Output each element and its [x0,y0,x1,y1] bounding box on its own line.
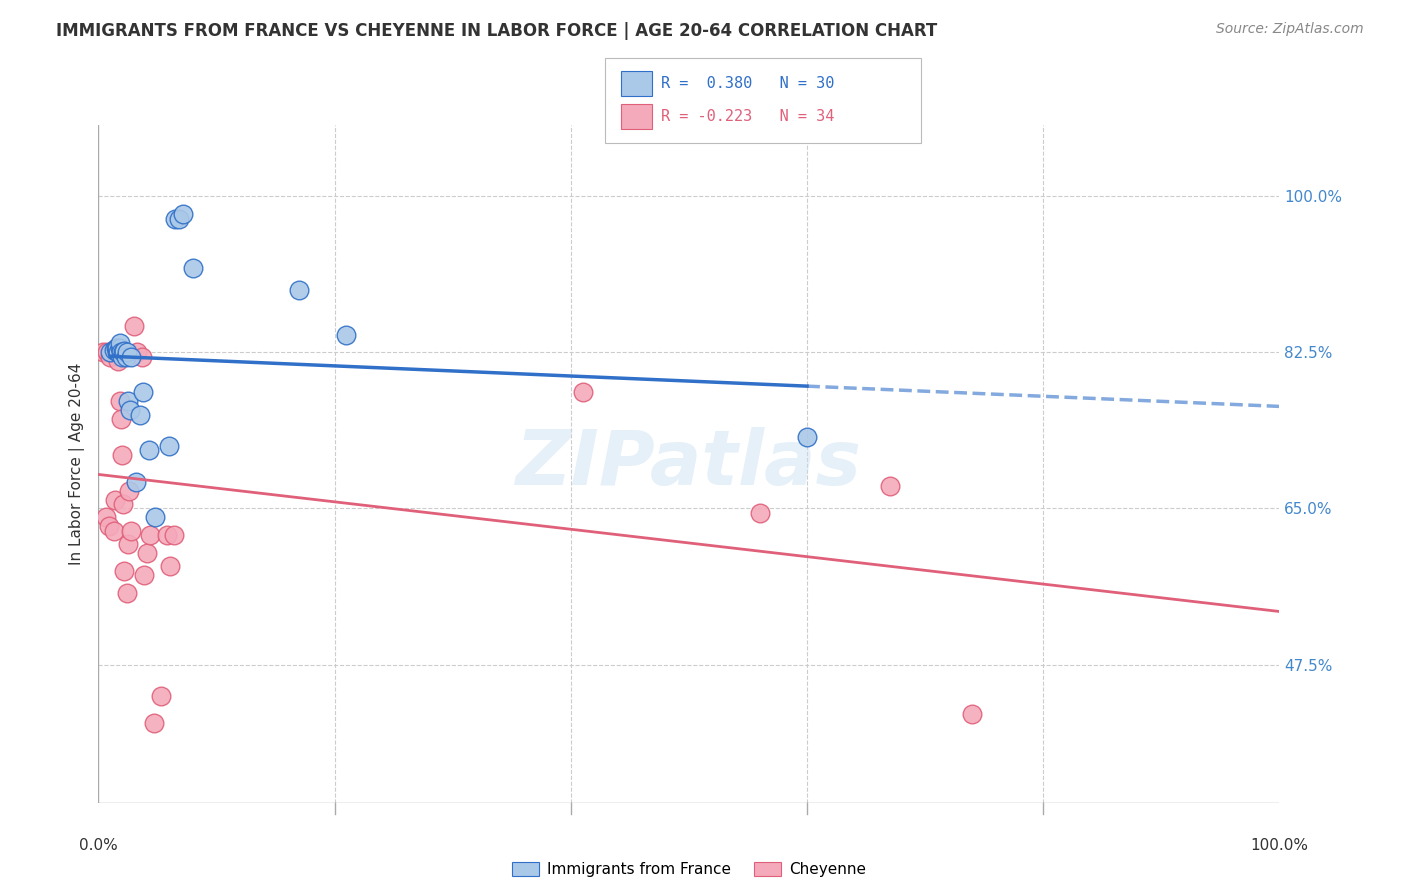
Text: IMMIGRANTS FROM FRANCE VS CHEYENNE IN LABOR FORCE | AGE 20-64 CORRELATION CHART: IMMIGRANTS FROM FRANCE VS CHEYENNE IN LA… [56,22,938,40]
Point [879,479,901,493]
Point [138,443,160,458]
Point [110,345,132,359]
Y-axis label: In Labor Force | Age 20-64: In Labor Force | Age 20-64 [69,363,86,565]
Point [132,385,155,400]
Point [118,483,141,498]
Point [962,706,984,721]
Point [98,350,121,364]
Point [159,559,181,574]
Point [112,497,135,511]
Point [108,336,131,351]
Point [108,394,131,409]
Point [105,345,128,359]
Point [571,385,593,400]
Point [108,341,131,355]
Point [181,260,204,275]
Point [135,546,157,560]
Point [112,345,135,359]
Point [150,689,173,703]
Legend: Immigrants from France, Cheyenne: Immigrants from France, Cheyenne [506,856,872,883]
Point [115,586,138,600]
Point [105,345,128,359]
Point [128,408,150,422]
Point [142,715,165,730]
Point [96,345,118,359]
Point [139,528,162,542]
Point [335,327,357,342]
Point [94,510,117,524]
Point [110,412,132,426]
Point [105,341,128,355]
Point [111,448,134,462]
Point [131,350,153,364]
Text: 0.0%: 0.0% [79,838,118,854]
Point [127,345,149,359]
Text: R = -0.223   N = 34: R = -0.223 N = 34 [661,110,834,124]
Point [748,506,770,520]
Point [117,537,139,551]
Point [121,350,143,364]
Point [143,510,166,524]
Point [796,430,818,444]
Text: ZIPatlas: ZIPatlas [516,427,862,500]
Point [125,475,148,489]
Text: Source: ZipAtlas.com: Source: ZipAtlas.com [1216,22,1364,37]
Point [156,528,179,542]
Point [105,341,128,355]
Point [115,345,138,359]
Point [103,524,125,538]
Point [112,564,135,578]
Point [112,343,135,358]
Point [167,211,190,226]
Point [288,283,311,297]
Point [100,345,122,359]
Point [121,524,143,538]
Point [107,354,129,368]
Point [165,211,187,226]
Point [91,345,114,359]
Point [114,350,136,364]
Point [103,343,125,357]
Point [157,439,180,453]
Point [134,568,156,582]
Point [107,345,129,359]
Point [98,519,121,533]
Point [117,394,139,409]
Point [120,403,142,417]
Point [163,528,186,542]
Text: 100.0%: 100.0% [1250,838,1309,854]
Point [98,345,121,359]
Text: R =  0.380   N = 30: R = 0.380 N = 30 [661,77,834,91]
Point [111,350,134,364]
Point [172,207,194,221]
Point [104,492,127,507]
Point [122,318,145,333]
